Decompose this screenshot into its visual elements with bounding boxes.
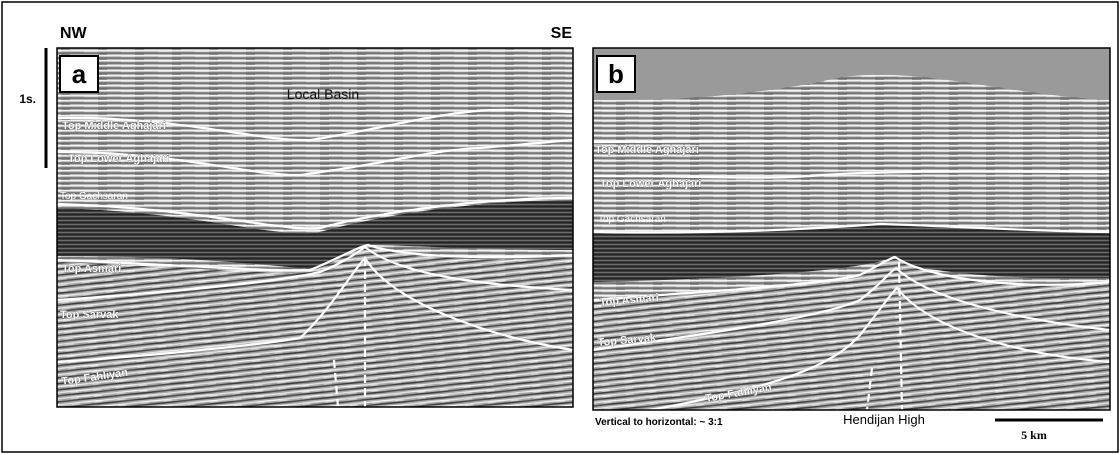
horizon-label: Top Asmari	[62, 263, 121, 275]
orientation-right: SE	[551, 25, 573, 42]
orientation-left: NW	[60, 25, 88, 42]
horizon-label: Top Asmari	[599, 292, 659, 309]
horizon-label: Top Middle Aghajari	[595, 144, 699, 156]
horizon-label: Top Lower Aghajari	[68, 153, 169, 165]
time-scale-label: 1s.	[19, 92, 36, 106]
panel-label-box	[59, 55, 99, 93]
panel-label: b	[608, 59, 624, 89]
horizon-label: Top Sarvak	[60, 309, 119, 321]
horizon-label: Top Lower Aghajari	[600, 178, 701, 190]
horizon-label: Top Middle Aghajari	[62, 120, 166, 132]
horizon-label: Top Gachsaran	[60, 191, 128, 202]
panel-label-box	[596, 55, 636, 93]
seismic-section-b	[593, 48, 1110, 410]
annotation: Local Basin	[287, 86, 359, 102]
panel-label: a	[72, 59, 87, 89]
horizon-label: Top Gachsaran	[598, 214, 666, 225]
aspect-ratio-note: Vertical to horizontal: ~ 3:1	[595, 417, 723, 428]
horizon-label: Top Sarvak	[597, 332, 657, 349]
annotation: Hendijan High	[843, 412, 925, 427]
panel-frame-a	[56, 47, 574, 408]
panel-frame-b	[592, 47, 1111, 411]
seismic-section-a	[57, 48, 573, 407]
distance-scale-label: 5 km	[1021, 428, 1047, 442]
